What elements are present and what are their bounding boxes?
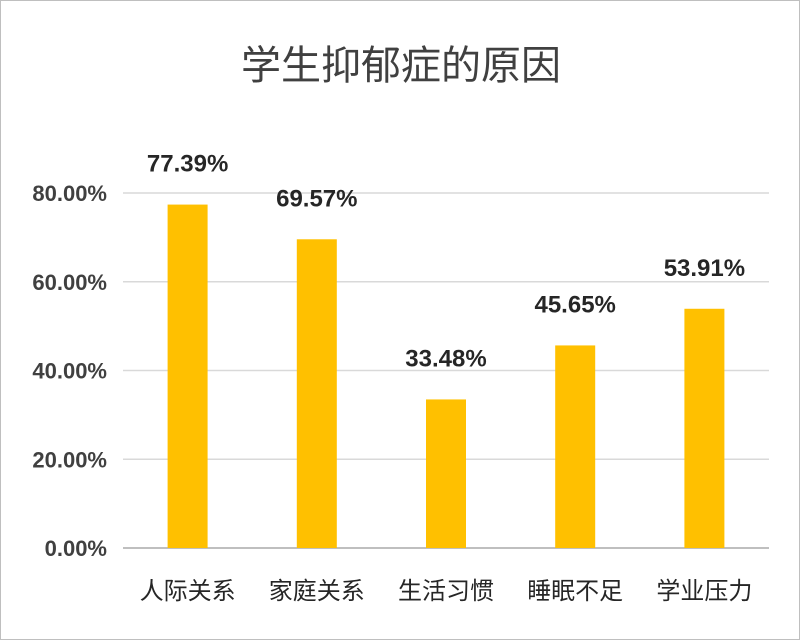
category-label: 睡眠不足 [527, 577, 623, 605]
bar [426, 399, 466, 548]
bars [167, 204, 725, 548]
bar [296, 239, 337, 548]
y-axis-tick-labels: 0.00% 20.00% 40.00% 60.00% 80.00% [32, 181, 107, 561]
data-label: 69.57% [276, 185, 357, 212]
category-label: 人际关系 [140, 577, 236, 605]
data-labels: 77.39% 69.57% 33.48% 45.65% 53.91% [147, 151, 745, 373]
category-label: 生活习惯 [398, 577, 494, 605]
data-label: 33.48% [405, 345, 486, 372]
data-label: 53.91% [664, 255, 745, 282]
category-label: 家庭关系 [269, 577, 365, 605]
data-label: 45.65% [534, 291, 615, 318]
data-label: 77.39% [147, 151, 228, 178]
bar [684, 308, 725, 548]
y-tick-label: 20.00% [32, 447, 107, 472]
y-tick-label: 0.00% [45, 536, 107, 561]
x-axis-category-labels: 人际关系 家庭关系 生活习惯 睡眠不足 学业压力 [140, 577, 753, 605]
y-tick-label: 40.00% [32, 359, 107, 384]
bar [167, 204, 208, 548]
bar [555, 345, 596, 548]
y-tick-label: 60.00% [32, 270, 107, 295]
chart-title: 学生抑郁症的原因 [241, 43, 561, 89]
y-tick-label: 80.00% [32, 181, 107, 206]
category-label: 学业压力 [656, 577, 752, 605]
